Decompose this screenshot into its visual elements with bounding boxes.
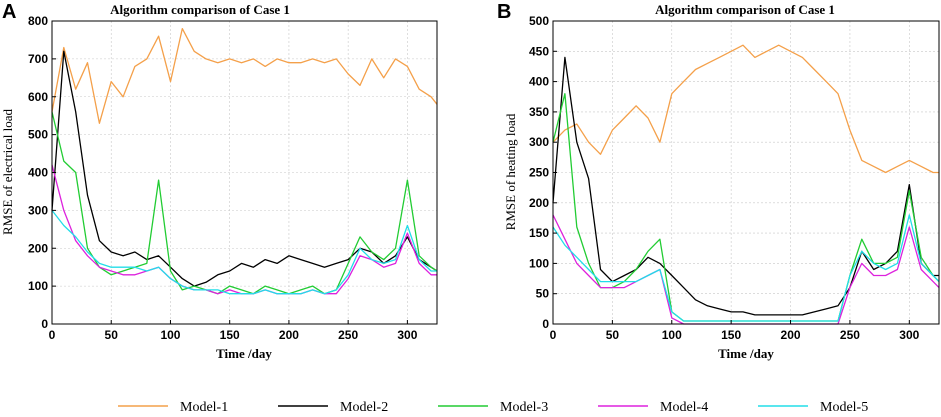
panel-b-letter: B <box>497 1 511 23</box>
panel-a-ytick-label-500: 500 <box>28 128 48 142</box>
panel-b-series-model-1 <box>552 44 939 174</box>
panel-b-ytick-label-50: 50 <box>536 287 550 301</box>
panel-a-xlabel: Time /day <box>216 346 272 361</box>
panel-b-ytick-label-500: 500 <box>529 14 549 28</box>
panel-b-ytick-label-400: 400 <box>529 75 549 89</box>
panel-b-xtick-label-250: 250 <box>840 328 860 342</box>
panel-b-xtick-label-50: 50 <box>606 328 620 342</box>
panel-b-ytick-label-300: 300 <box>529 135 549 149</box>
panel-a-letter: A <box>2 1 16 23</box>
panel-b-plot: 0 50 100 150 200 250 300 0 50 100 150 200 250 300 350 4… <box>529 14 940 342</box>
panel-b-xtick-label-150: 150 <box>721 328 741 342</box>
panel-a-xtick-label-250: 250 <box>338 328 358 342</box>
panel-a-series-model-2 <box>51 50 438 287</box>
panel-a-ylabel: RMSE of electrical load <box>0 109 15 235</box>
panel-a-ytick-label-300: 300 <box>28 203 48 217</box>
legend-label-model-2: Model-2 <box>340 400 388 415</box>
panel-b-xtick-label-300: 300 <box>899 328 919 342</box>
panel-b-series-model-2 <box>552 56 939 316</box>
panel-a-xtick-label-150: 150 <box>220 328 240 342</box>
panel-a-xtick-label-0: 0 <box>49 328 56 342</box>
panel-a-ytick-label-600: 600 <box>28 90 48 104</box>
panel-b-series-model-4 <box>552 214 940 325</box>
panel-b-xtick-label-200: 200 <box>781 328 801 342</box>
panel-a-ytick-label-100: 100 <box>28 279 48 293</box>
panel-a-series-model-1 <box>51 27 438 124</box>
legend-label-model-1: Model-1 <box>180 400 228 415</box>
panel-b-ytick-label-350: 350 <box>529 105 549 119</box>
legend-label-model-4: Model-4 <box>660 400 708 415</box>
panel-a-ytick-label-700: 700 <box>28 52 48 66</box>
panel-b-series-model-5 <box>552 214 940 322</box>
panel-b-ylabel: RMSE of heating load <box>503 113 518 230</box>
panel-b-xtick-label-0: 0 <box>550 328 557 342</box>
panel-a-xtick-label-200: 200 <box>279 328 299 342</box>
panel-b-ytick-label-0: 0 <box>542 317 549 331</box>
panel-b-xlabel: Time /day <box>718 346 774 361</box>
panel-a-ytick-label-0: 0 <box>41 317 48 331</box>
panel-b-ytick-label-100: 100 <box>529 256 549 270</box>
panel-a-ytick-label-400: 400 <box>28 166 48 180</box>
panel-b-xtick-label-100: 100 <box>662 328 682 342</box>
panel-a-title: Algorithm comparison of Case 1 <box>110 2 290 17</box>
panel-b-ytick-label-150: 150 <box>529 226 549 240</box>
legend: Model-1 Model-2 Model-3 Model-4 Model-5 <box>118 400 868 415</box>
panel-b-title: Algorithm comparison of Case 1 <box>655 2 835 17</box>
panel-a-xtick-label-50: 50 <box>105 328 119 342</box>
legend-label-model-3: Model-3 <box>500 400 548 415</box>
panel-b-ytick-label-250: 250 <box>529 166 549 180</box>
panel-b-ytick-label-450: 450 <box>529 44 549 58</box>
panel-a-ytick-label-800: 800 <box>28 14 48 28</box>
panel-a-xtick-label-300: 300 <box>397 328 417 342</box>
panel-b-series-model-3 <box>552 93 940 322</box>
panel-b-ytick-label-200: 200 <box>529 196 549 210</box>
panel-a-ytick-label-200: 200 <box>28 241 48 255</box>
panel-a-plot: 0 50 100 150 200 250 300 0 100 200 300 400 500 600 700… <box>28 14 438 342</box>
legend-label-model-5: Model-5 <box>820 400 868 415</box>
panel-a-xtick-label-100: 100 <box>160 328 180 342</box>
panel-a-series-model-5 <box>51 209 437 295</box>
